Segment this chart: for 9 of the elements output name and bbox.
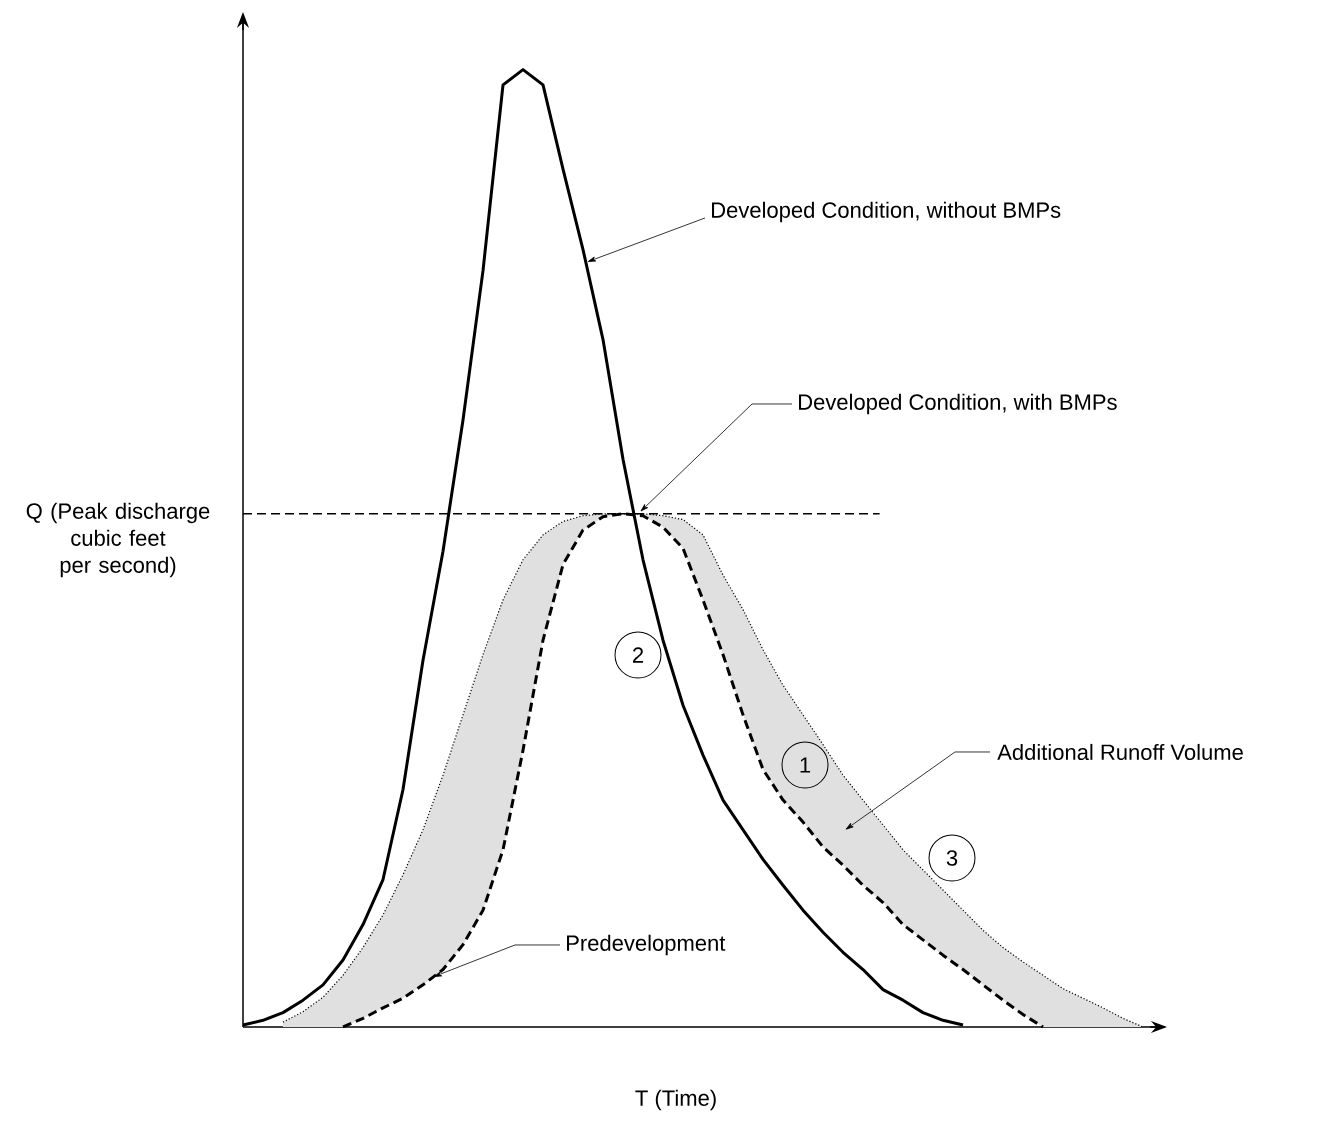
annotation: Predevelopment <box>567 934 726 956</box>
x-axis-title: T (Time) <box>635 1089 716 1111</box>
text: Developed Condition, with BMPs <box>799 393 1117 415</box>
y-axis-title: Q (Peak discharge cubic feet per second) <box>26 502 210 578</box>
annotation: Developed Condition, without BMPs <box>712 201 1061 223</box>
annotation: 2 <box>633 647 644 663</box>
annotation: Additional Runoff Volume <box>997 743 1243 761</box>
annotation: 3 <box>946 850 958 866</box>
annotation: 1 <box>800 757 811 773</box>
